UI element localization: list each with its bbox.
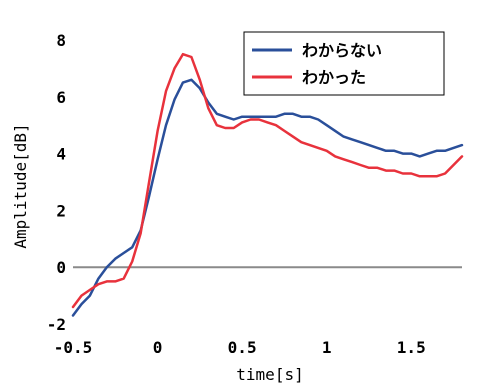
x-axis-label: time[s] <box>236 365 303 384</box>
x-tick-label: 1 <box>322 338 332 357</box>
x-tick-label: 1.5 <box>397 338 426 357</box>
legend-box <box>243 31 445 96</box>
y-tick-label: 6 <box>56 88 66 107</box>
y-tick-label: 4 <box>56 145 66 164</box>
legend-label-series-1: わからない <box>302 41 382 60</box>
y-tick-label: 2 <box>56 201 66 220</box>
legend: わからない わかった <box>243 31 445 96</box>
series-line-2 <box>71 52 464 309</box>
y-tick-label: -2 <box>47 315 66 334</box>
x-tick-label: -0.5 <box>54 338 93 357</box>
legend-label-series-2: わかった <box>302 68 366 87</box>
y-tick-label: 8 <box>56 31 66 50</box>
series-line-1 <box>71 78 464 317</box>
y-tick-label: 0 <box>56 258 66 277</box>
x-tick-label: 0.5 <box>228 338 257 357</box>
y-axis-label: Amplitude[dB] <box>11 123 30 248</box>
x-tick-label: 0 <box>153 338 163 357</box>
